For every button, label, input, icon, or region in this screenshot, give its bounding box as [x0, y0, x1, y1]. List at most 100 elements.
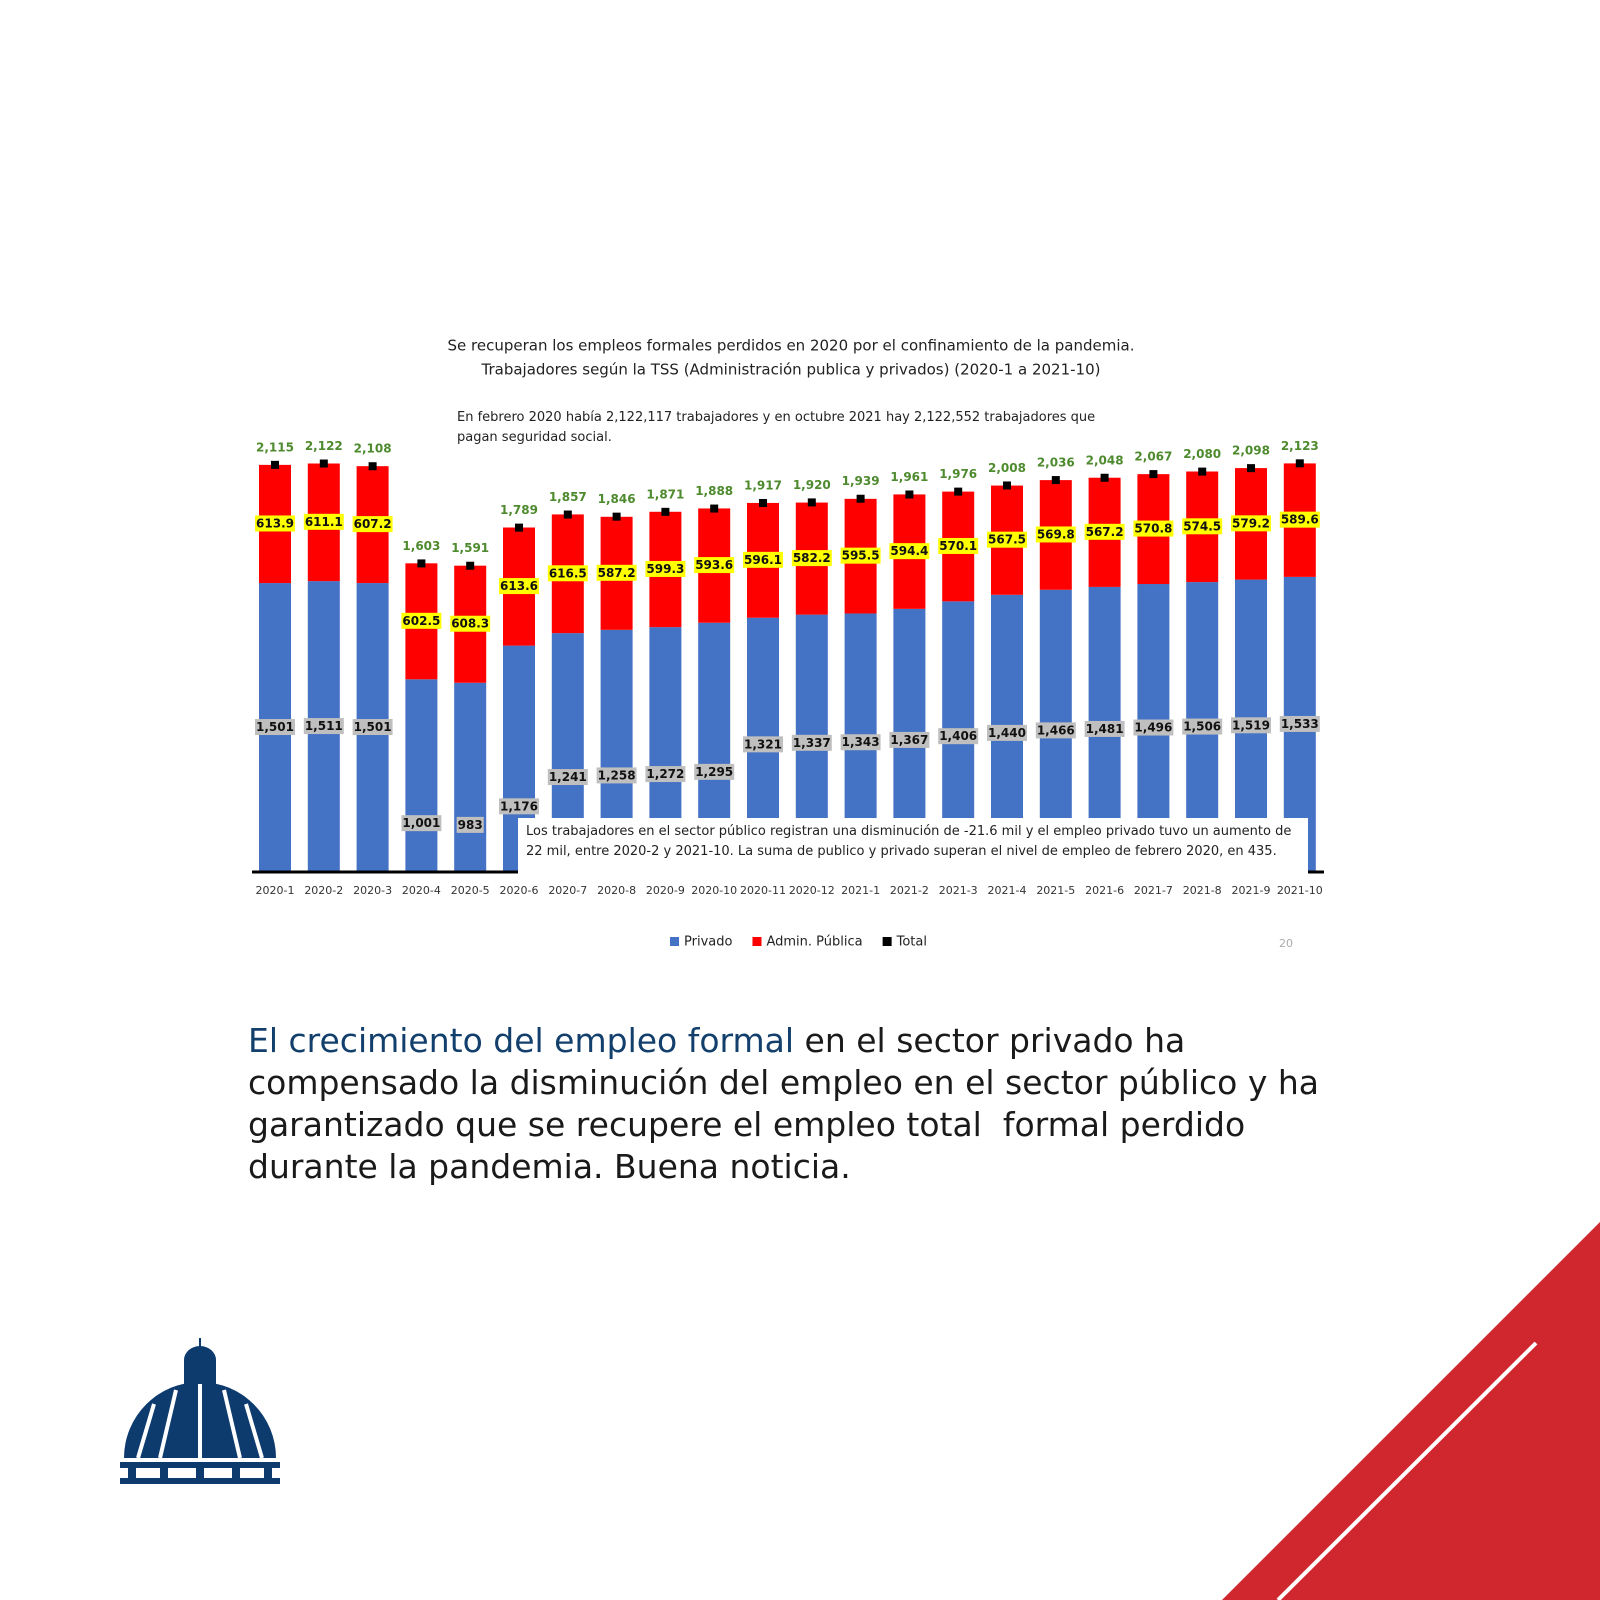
data-label-bg: [596, 564, 637, 581]
legend-swatch: [752, 937, 762, 946]
x-tick-label: 2020-5: [451, 884, 490, 897]
data-label: 582.2: [793, 551, 831, 565]
data-label-bg: [1182, 718, 1223, 735]
data-label-bg: [1182, 518, 1223, 535]
data-label: 1,466: [1037, 723, 1075, 737]
data-label: 587.2: [598, 566, 636, 580]
data-label: 1,976: [939, 467, 977, 481]
data-label-bg: [840, 547, 881, 564]
data-label: 567.2: [1086, 525, 1124, 539]
legend-swatch: [882, 937, 892, 946]
data-label-bg: [596, 767, 637, 784]
data-label: 1,789: [500, 503, 538, 517]
data-label-bg: [938, 537, 979, 554]
bar-segment: [454, 682, 487, 872]
data-label: 574.5: [1183, 519, 1221, 533]
data-label: 613.6: [500, 579, 538, 593]
data-label: 1,501: [256, 720, 294, 734]
data-label-bg: [255, 719, 295, 736]
data-label: 1,367: [890, 733, 928, 747]
data-label: 2,067: [1134, 450, 1172, 464]
data-label: 2,048: [1086, 453, 1124, 467]
legend-swatch: [670, 937, 679, 946]
data-label: 599.3: [646, 562, 684, 576]
total-marker: [466, 561, 475, 570]
data-label: 607.2: [354, 517, 392, 531]
data-label: 595.5: [842, 549, 880, 563]
data-label: 2,123: [1281, 439, 1319, 453]
data-label: 1,272: [646, 767, 684, 781]
data-label: 616.5: [549, 566, 587, 580]
data-label-bg: [499, 578, 539, 595]
data-label: 579.2: [1232, 516, 1270, 530]
data-label: 1,871: [646, 487, 684, 501]
data-label: 1,846: [598, 492, 636, 506]
data-label-bg: [1084, 720, 1125, 737]
total-marker: [710, 504, 719, 513]
data-label-bg: [840, 734, 881, 751]
x-tick-label: 2020-11: [740, 884, 786, 897]
data-label-bg: [743, 736, 783, 753]
data-label-bg: [547, 769, 588, 786]
data-label: 2,098: [1232, 444, 1270, 458]
data-label-bg: [645, 560, 686, 577]
data-label-bg: [303, 718, 344, 735]
data-label: 2,080: [1183, 447, 1221, 461]
data-label: 1,406: [939, 729, 977, 743]
x-tick-label: 2020-12: [789, 884, 835, 897]
total-marker: [807, 498, 816, 507]
data-label-bg: [303, 513, 344, 530]
data-label: 1,511: [305, 719, 343, 733]
bar-segment: [405, 679, 438, 872]
x-tick-label: 2020-2: [304, 884, 343, 897]
data-label: 1,001: [402, 816, 440, 830]
data-label-bg: [499, 798, 539, 815]
data-label: 1,321: [744, 737, 782, 751]
data-label: 1,888: [695, 484, 733, 498]
data-label-bg: [401, 815, 442, 832]
page-number: 20: [1279, 937, 1293, 950]
data-label-bg: [352, 516, 393, 533]
data-label-bg: [401, 612, 442, 629]
data-label: 569.8: [1037, 527, 1075, 541]
data-label-bg: [987, 531, 1027, 548]
x-tick-label: 2020-8: [597, 884, 636, 897]
x-tick-label: 2021-8: [1183, 884, 1222, 897]
data-label: 589.6: [1281, 513, 1319, 527]
data-label: 596.1: [744, 553, 782, 567]
data-label-bg: [791, 550, 832, 567]
data-label: 1,939: [842, 474, 880, 488]
data-label: 1,591: [451, 541, 489, 555]
data-label-bg: [938, 728, 979, 745]
data-label: 1,481: [1086, 722, 1124, 736]
data-label-bg: [889, 543, 930, 560]
data-label-bg: [1231, 515, 1271, 532]
annotation-box: Los trabajadores en el sector público re…: [518, 818, 1308, 882]
data-label-bg: [255, 515, 295, 532]
data-label: 1,920: [793, 478, 831, 492]
total-marker: [515, 523, 523, 532]
chart-title: Se recuperan los empleos formales perdid…: [448, 337, 1135, 355]
data-label: 2,036: [1037, 456, 1075, 470]
total-marker: [417, 559, 426, 568]
total-marker: [759, 498, 767, 507]
x-tick-label: 2021-3: [939, 884, 978, 897]
data-label: 1,337: [793, 736, 831, 750]
data-label: 2,008: [988, 461, 1026, 475]
x-tick-label: 2020-7: [548, 884, 587, 897]
data-label: 1,501: [354, 720, 392, 734]
total-marker: [856, 494, 865, 503]
x-tick-label: 2021-9: [1232, 884, 1271, 897]
legend-label: Total: [896, 935, 927, 950]
x-tick-label: 2021-7: [1134, 884, 1173, 897]
data-label-bg: [1133, 520, 1174, 537]
corner-decoration: [1222, 1222, 1600, 1600]
data-label: 1,857: [549, 490, 587, 504]
total-marker: [1051, 476, 1060, 485]
total-marker: [954, 487, 963, 496]
data-label-bg: [791, 734, 832, 751]
data-label: 611.1: [305, 515, 343, 529]
data-label: 1,506: [1183, 720, 1221, 734]
